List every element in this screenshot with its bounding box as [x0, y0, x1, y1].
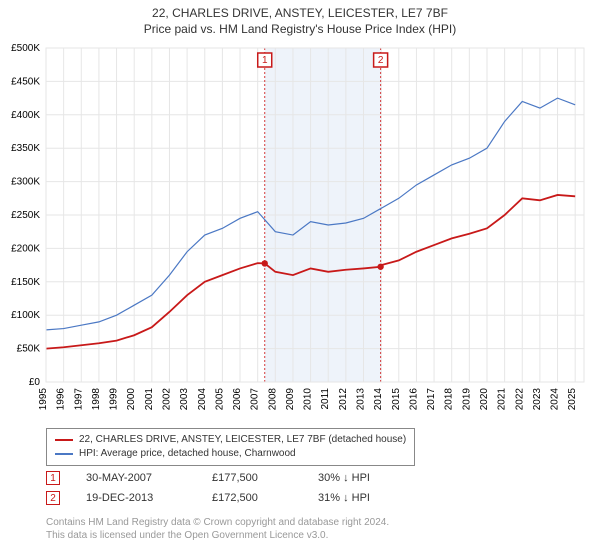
svg-text:2014: 2014 [373, 388, 384, 410]
svg-text:£250K: £250K [11, 210, 40, 221]
legend-swatch [55, 439, 73, 441]
svg-text:2021: 2021 [497, 388, 508, 410]
svg-text:2017: 2017 [426, 388, 437, 410]
svg-text:2004: 2004 [197, 388, 208, 410]
svg-text:£50K: £50K [17, 344, 41, 355]
transaction-delta: 31% ↓ HPI [318, 492, 370, 504]
legend-swatch [55, 453, 73, 455]
transactions-table: 1 30-MAY-2007 £177,500 30% ↓ HPI 2 19-DEC-201… [46, 468, 370, 508]
svg-text:£450K: £450K [11, 76, 40, 87]
transaction-delta: 30% ↓ HPI [318, 472, 370, 484]
svg-text:2018: 2018 [444, 388, 455, 410]
svg-text:2016: 2016 [408, 388, 419, 410]
svg-text:1: 1 [262, 55, 268, 66]
transaction-row: 1 30-MAY-2007 £177,500 30% ↓ HPI [46, 468, 370, 488]
svg-text:2010: 2010 [303, 388, 314, 410]
svg-text:2015: 2015 [391, 388, 402, 410]
svg-text:2022: 2022 [514, 388, 525, 410]
svg-text:£200K: £200K [11, 243, 40, 254]
svg-text:2001: 2001 [144, 388, 155, 410]
svg-text:£0: £0 [29, 377, 41, 388]
svg-text:£300K: £300K [11, 177, 40, 188]
transaction-badge: 2 [46, 491, 60, 505]
legend-item: HPI: Average price, detached house, Char… [55, 447, 406, 461]
svg-text:£350K: £350K [11, 143, 40, 154]
svg-text:2006: 2006 [232, 388, 243, 410]
svg-text:2008: 2008 [267, 388, 278, 410]
svg-text:1995: 1995 [38, 388, 49, 410]
svg-text:2003: 2003 [179, 388, 190, 410]
svg-text:2024: 2024 [550, 388, 561, 410]
svg-text:1997: 1997 [73, 388, 84, 410]
svg-text:2023: 2023 [532, 388, 543, 410]
legend-label: HPI: Average price, detached house, Char… [79, 447, 296, 461]
svg-text:1996: 1996 [56, 388, 67, 410]
svg-text:2002: 2002 [161, 388, 172, 410]
svg-text:2007: 2007 [250, 388, 261, 410]
transaction-price: £172,500 [212, 492, 292, 504]
transaction-row: 2 19-DEC-2013 £172,500 31% ↓ HPI [46, 488, 370, 508]
svg-text:2025: 2025 [567, 388, 578, 410]
footnote: Contains HM Land Registry data © Crown c… [46, 516, 389, 542]
svg-text:2012: 2012 [338, 388, 349, 410]
svg-text:2019: 2019 [461, 388, 472, 410]
transaction-badge: 1 [46, 471, 60, 485]
footnote-line: This data is licensed under the Open Gov… [46, 529, 389, 542]
svg-text:2: 2 [378, 55, 384, 66]
svg-text:2020: 2020 [479, 388, 490, 410]
legend-item: 22, CHARLES DRIVE, ANSTEY, LEICESTER, LE… [55, 433, 406, 447]
svg-text:£500K: £500K [11, 43, 40, 54]
svg-text:2000: 2000 [126, 388, 137, 410]
svg-text:1999: 1999 [109, 388, 120, 410]
svg-text:2013: 2013 [356, 388, 367, 410]
transaction-date: 19-DEC-2013 [86, 492, 186, 504]
svg-text:2011: 2011 [320, 388, 331, 410]
svg-text:£100K: £100K [11, 310, 40, 321]
svg-text:£150K: £150K [11, 277, 40, 288]
price-chart: £0 £50K £100K £150K £200K £250K £300K £350K £400… [0, 0, 592, 410]
svg-text:2005: 2005 [214, 388, 225, 410]
transaction-price: £177,500 [212, 472, 292, 484]
svg-text:1998: 1998 [91, 388, 102, 410]
legend: 22, CHARLES DRIVE, ANSTEY, LEICESTER, LE… [46, 428, 415, 466]
footnote-line: Contains HM Land Registry data © Crown c… [46, 516, 389, 529]
svg-text:£400K: £400K [11, 110, 40, 121]
svg-text:2009: 2009 [285, 388, 296, 410]
transaction-date: 30-MAY-2007 [86, 472, 186, 484]
legend-label: 22, CHARLES DRIVE, ANSTEY, LEICESTER, LE… [79, 433, 406, 447]
